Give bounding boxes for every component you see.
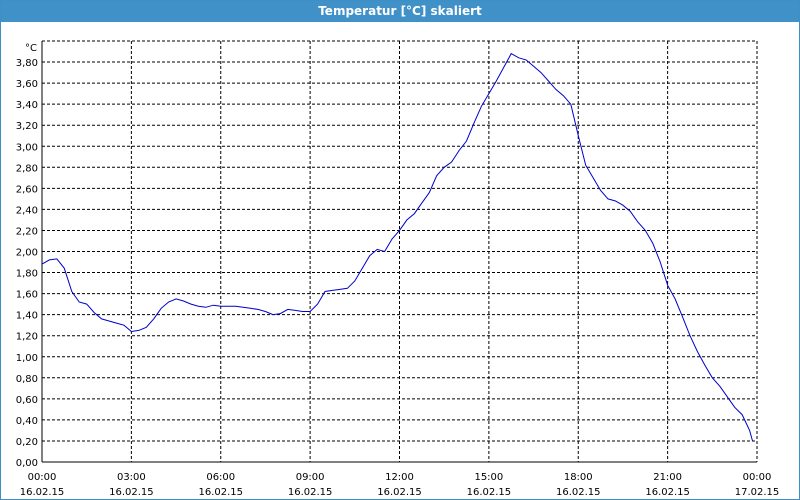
x-tick-time-label: 18:00 xyxy=(564,472,593,483)
x-tick-date-label: 16.02.15 xyxy=(288,487,333,498)
x-tick-time-label: 06:00 xyxy=(206,472,235,483)
y-tick-label: 0,60 xyxy=(16,395,38,406)
x-tick-time-label: 21:00 xyxy=(653,472,682,483)
y-tick-label: 2,20 xyxy=(16,226,38,237)
y-tick-label: 0,80 xyxy=(16,374,38,385)
x-tick-date-label: 16.02.15 xyxy=(377,487,422,498)
y-tick-label: 2,60 xyxy=(16,184,38,195)
y-tick-label: 1,20 xyxy=(16,332,38,343)
temperature-series-line xyxy=(41,52,753,442)
temperature-chart: °C 0,00 0,20 0,40 0,60 0,80 1,00 1,20 1,40 1,60 1,… xyxy=(16,40,780,498)
y-tick-label: 1,00 xyxy=(16,353,38,364)
x-tick-time-label: 03:00 xyxy=(117,472,146,483)
x-tick-time-label: 00:00 xyxy=(743,472,772,483)
x-tick-time-label: 09:00 xyxy=(296,472,325,483)
x-tick-time-label: 12:00 xyxy=(385,472,414,483)
x-tick-date-label: 16.02.15 xyxy=(109,487,154,498)
y-tick-label: 3,60 xyxy=(16,79,38,90)
y-tick-label: 0,40 xyxy=(16,416,38,427)
x-tick-date-label: 16.02.15 xyxy=(198,487,243,498)
x-tick-time-label: 00:00 xyxy=(28,472,57,483)
y-tick-label: 3,00 xyxy=(16,142,38,153)
x-tick-date-label: 16.02.15 xyxy=(20,487,65,498)
y-tick-label: 1,40 xyxy=(16,311,38,322)
y-tick-label: 2,80 xyxy=(16,163,38,174)
x-tick-time-label: 15:00 xyxy=(474,472,503,483)
y-tick-label: 2,00 xyxy=(16,248,38,259)
y-tick-label: 3,20 xyxy=(16,121,38,132)
y-tick-label: 2,40 xyxy=(16,205,38,216)
y-tick-label: 3,80 xyxy=(16,58,38,69)
y-axis-unit-label: °C xyxy=(25,43,37,54)
y-tick-label: 0,20 xyxy=(16,437,38,448)
y-tick-label: 3,40 xyxy=(16,100,38,111)
x-tick-date-label: 16.02.15 xyxy=(556,487,601,498)
y-tick-label: 1,60 xyxy=(16,290,38,301)
x-tick-date-label: 17.02.15 xyxy=(735,487,780,498)
y-tick-label: 1,80 xyxy=(16,269,38,280)
y-tick-label: 0,00 xyxy=(16,458,38,469)
x-tick-date-label: 16.02.15 xyxy=(467,487,512,498)
x-tick-date-label: 16.02.15 xyxy=(645,487,690,498)
window-title: Temperatur [°C] skaliert xyxy=(1,1,799,22)
